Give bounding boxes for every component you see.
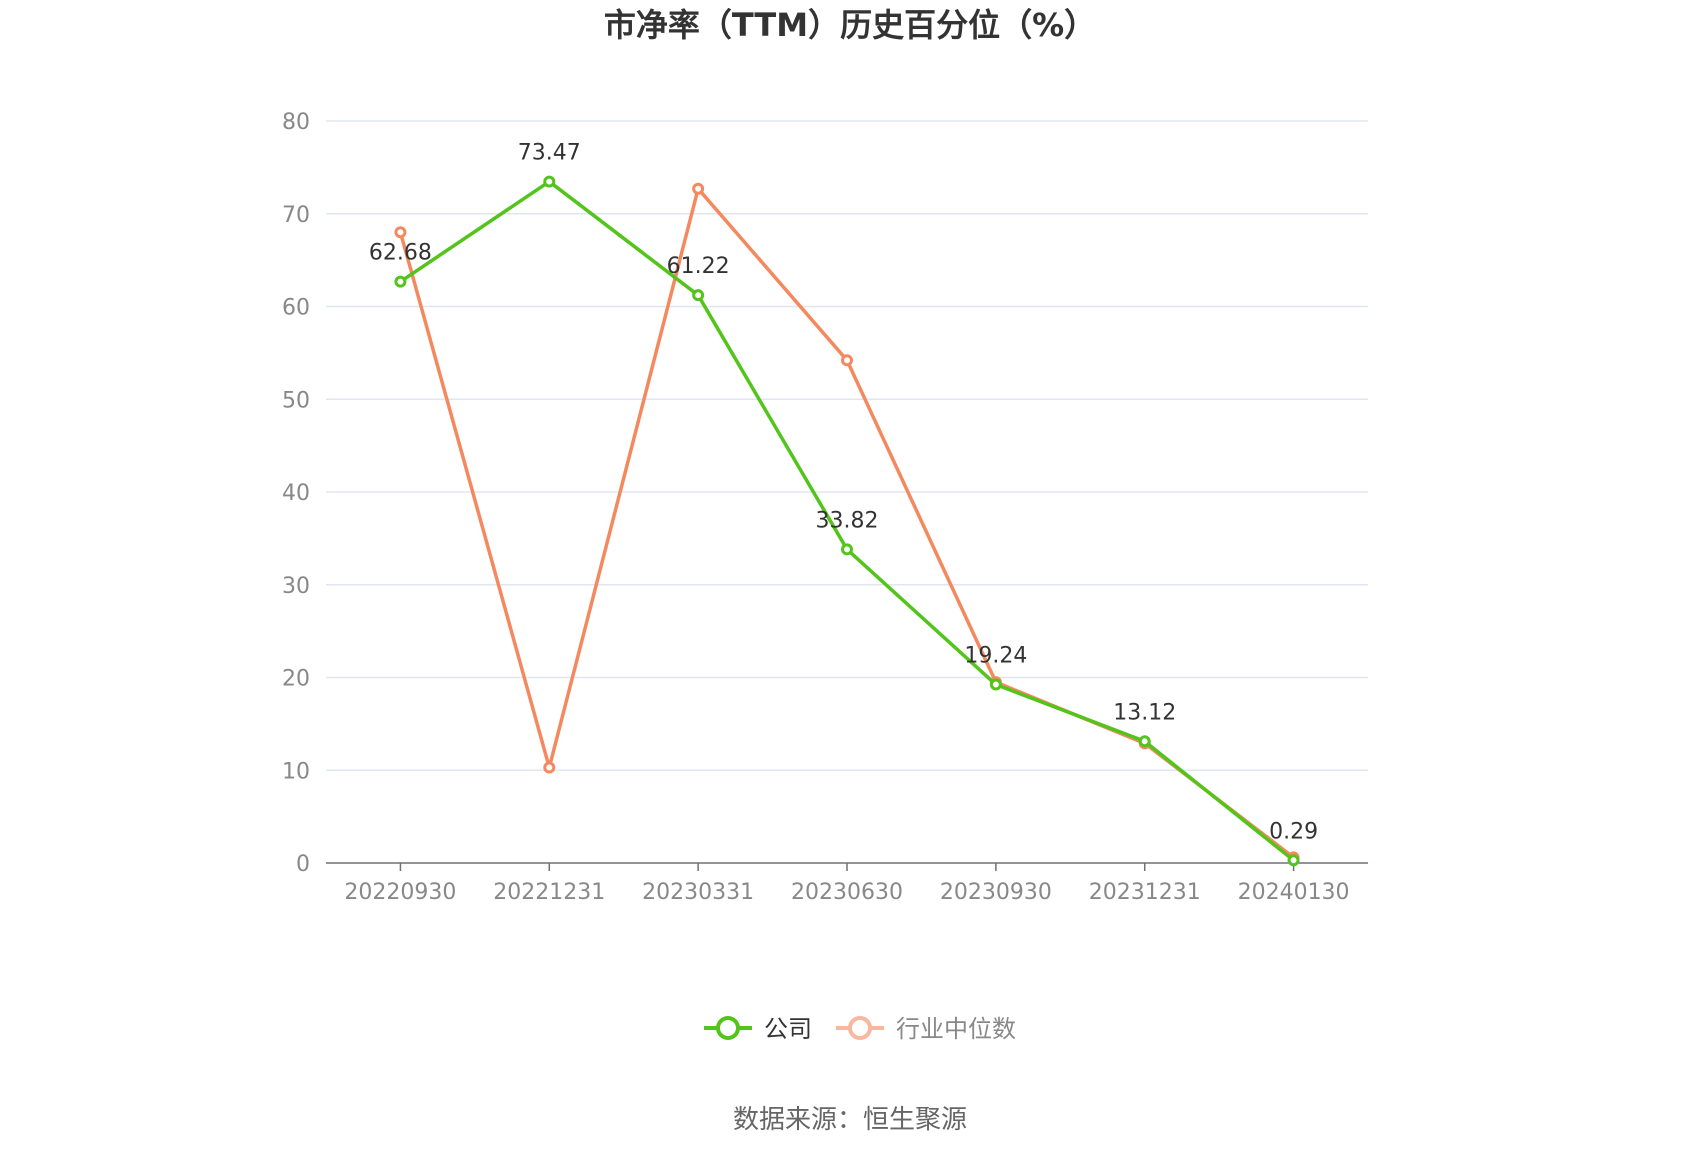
data-point[interactable] <box>394 226 407 239</box>
y-tick-label: 70 <box>282 203 310 228</box>
series-lines <box>394 175 1300 867</box>
data-label: 61.22 <box>667 254 730 279</box>
data-label: 0.29 <box>1269 819 1318 844</box>
data-label: 62.68 <box>369 241 432 266</box>
legend-item-0[interactable]: 公司 <box>704 1015 812 1043</box>
data-label: 13.12 <box>1113 700 1176 725</box>
x-tick-label: 20230930 <box>940 880 1052 905</box>
source-note: 数据来源：恒生聚源 <box>733 1105 967 1135</box>
y-tick-label: 50 <box>282 388 310 413</box>
legend-marker-icon <box>848 1016 872 1040</box>
x-tick-label: 20220930 <box>344 880 456 905</box>
y-tick-label: 80 <box>282 110 310 135</box>
data-label: 33.82 <box>816 508 879 533</box>
axes: 0 10 20 30 40 50 60 70 80 20220930 20221231 2023033… <box>282 110 1368 905</box>
data-point[interactable] <box>543 761 556 774</box>
grid-lines <box>326 120 1368 771</box>
y-tick-label: 20 <box>282 667 310 692</box>
y-tick-label: 40 <box>282 481 310 506</box>
legend-item-1[interactable]: 行业中位数 <box>836 1015 1016 1043</box>
data-point[interactable] <box>692 289 705 302</box>
x-tick-label: 20221231 <box>493 880 605 905</box>
y-tick-label: 0 <box>296 852 310 877</box>
x-tick-label: 20231231 <box>1089 880 1201 905</box>
data-labels: 62.68 73.47 61.22 33.82 19.24 13.12 0.29 <box>369 141 1318 845</box>
y-tick-label: 60 <box>282 296 310 321</box>
data-point[interactable] <box>841 354 853 367</box>
data-point[interactable] <box>1138 735 1151 748</box>
data-point[interactable] <box>692 182 705 195</box>
y-tick-label: 10 <box>282 759 310 784</box>
legend[interactable]: 公司 行业中位数 <box>704 1015 1016 1043</box>
data-point[interactable] <box>841 543 853 556</box>
data-point[interactable] <box>1287 854 1300 867</box>
y-tick-label: 30 <box>282 574 310 599</box>
data-point[interactable] <box>989 678 1002 691</box>
legend-label: 公司 <box>764 1015 812 1043</box>
data-point[interactable] <box>543 175 556 188</box>
chart-title: 市净率（TTM）历史百分位（%） <box>604 6 1096 44</box>
legend-marker-icon <box>716 1016 740 1040</box>
x-tick-label: 20240130 <box>1238 880 1350 905</box>
legend-label: 行业中位数 <box>896 1015 1016 1043</box>
data-label: 19.24 <box>964 644 1027 669</box>
data-label: 73.47 <box>518 141 581 166</box>
x-tick-label: 20230331 <box>642 880 754 905</box>
x-tick-label: 20230630 <box>791 880 903 905</box>
data-point[interactable] <box>394 275 407 288</box>
